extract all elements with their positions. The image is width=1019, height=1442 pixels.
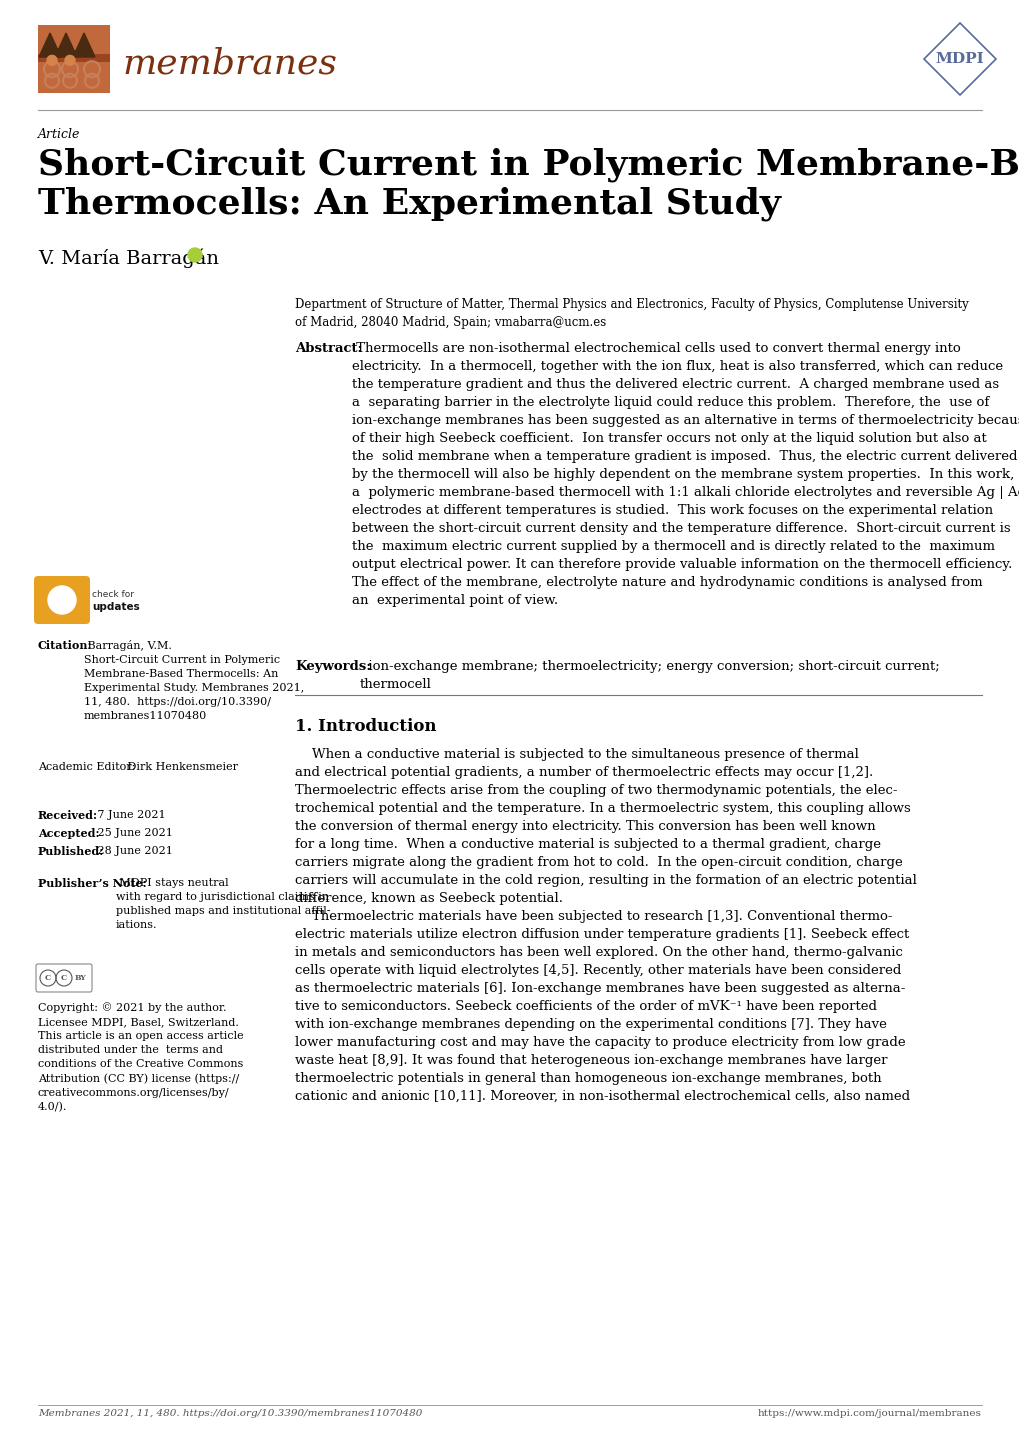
- Polygon shape: [55, 33, 76, 58]
- Circle shape: [187, 248, 202, 262]
- FancyBboxPatch shape: [34, 575, 90, 624]
- Text: ion-exchange membrane; thermoelectricity; energy conversion; short-circuit curre: ion-exchange membrane; thermoelectricity…: [360, 660, 938, 691]
- FancyBboxPatch shape: [38, 25, 110, 92]
- Circle shape: [65, 55, 75, 65]
- Polygon shape: [73, 33, 95, 58]
- Text: When a conductive material is subjected to the simultaneous presence of thermal
: When a conductive material is subjected …: [294, 748, 916, 1103]
- Text: Article: Article: [38, 128, 81, 141]
- Text: ✓: ✓: [58, 593, 66, 607]
- Text: C: C: [61, 973, 67, 982]
- Text: Citation:: Citation:: [38, 640, 93, 650]
- Text: MDPI: MDPI: [934, 52, 983, 66]
- Text: 28 June 2021: 28 June 2021: [94, 846, 172, 857]
- Text: Barragán, V.M.
Short-Circuit Current in Polymeric
Membrane-Based Thermocells: An: Barragán, V.M. Short-Circuit Current in …: [84, 640, 304, 721]
- Text: Department of Structure of Matter, Thermal Physics and Electronics, Faculty of P: Department of Structure of Matter, Therm…: [294, 298, 968, 329]
- FancyBboxPatch shape: [38, 53, 110, 62]
- Text: Accepted:: Accepted:: [38, 828, 100, 839]
- Circle shape: [47, 55, 57, 65]
- Text: check for: check for: [92, 590, 133, 598]
- Text: Dirk Henkensmeier: Dirk Henkensmeier: [124, 761, 237, 771]
- Text: Copyright: © 2021 by the author.
Licensee MDPI, Basel, Switzerland.
This article: Copyright: © 2021 by the author. License…: [38, 1002, 244, 1112]
- Text: V. María Barragán: V. María Barragán: [38, 248, 219, 268]
- Text: https://www.mdpi.com/journal/membranes: https://www.mdpi.com/journal/membranes: [757, 1409, 981, 1417]
- Polygon shape: [39, 33, 61, 58]
- Text: C: C: [45, 973, 51, 982]
- Text: updates: updates: [92, 601, 140, 611]
- Text: BY: BY: [74, 973, 86, 982]
- Text: MDPI stays neutral
with regard to jurisdictional claims in
published maps and in: MDPI stays neutral with regard to jurisd…: [116, 878, 330, 930]
- Circle shape: [48, 585, 76, 614]
- Text: Publisher’s Note:: Publisher’s Note:: [38, 878, 147, 890]
- Text: Membranes 2021, 11, 480. https://doi.org/10.3390/membranes11070480: Membranes 2021, 11, 480. https://doi.org…: [38, 1409, 422, 1417]
- Text: Short-Circuit Current in Polymeric Membrane-Based
Thermocells: An Experimental S: Short-Circuit Current in Polymeric Membr…: [38, 149, 1019, 221]
- Text: membranes: membranes: [122, 46, 336, 79]
- Text: 1. Introduction: 1. Introduction: [294, 718, 436, 735]
- Text: 7 June 2021: 7 June 2021: [94, 810, 165, 820]
- Text: 25 June 2021: 25 June 2021: [94, 828, 172, 838]
- Text: Received:: Received:: [38, 810, 98, 820]
- Text: iD: iD: [191, 252, 199, 258]
- Text: Thermocells are non-isothermal electrochemical cells used to convert thermal ene: Thermocells are non-isothermal electroch…: [352, 342, 1019, 607]
- Text: Published:: Published:: [38, 846, 104, 857]
- Text: Abstract:: Abstract:: [294, 342, 362, 355]
- Text: Academic Editor:: Academic Editor:: [38, 761, 136, 771]
- Text: Keywords:: Keywords:: [294, 660, 371, 673]
